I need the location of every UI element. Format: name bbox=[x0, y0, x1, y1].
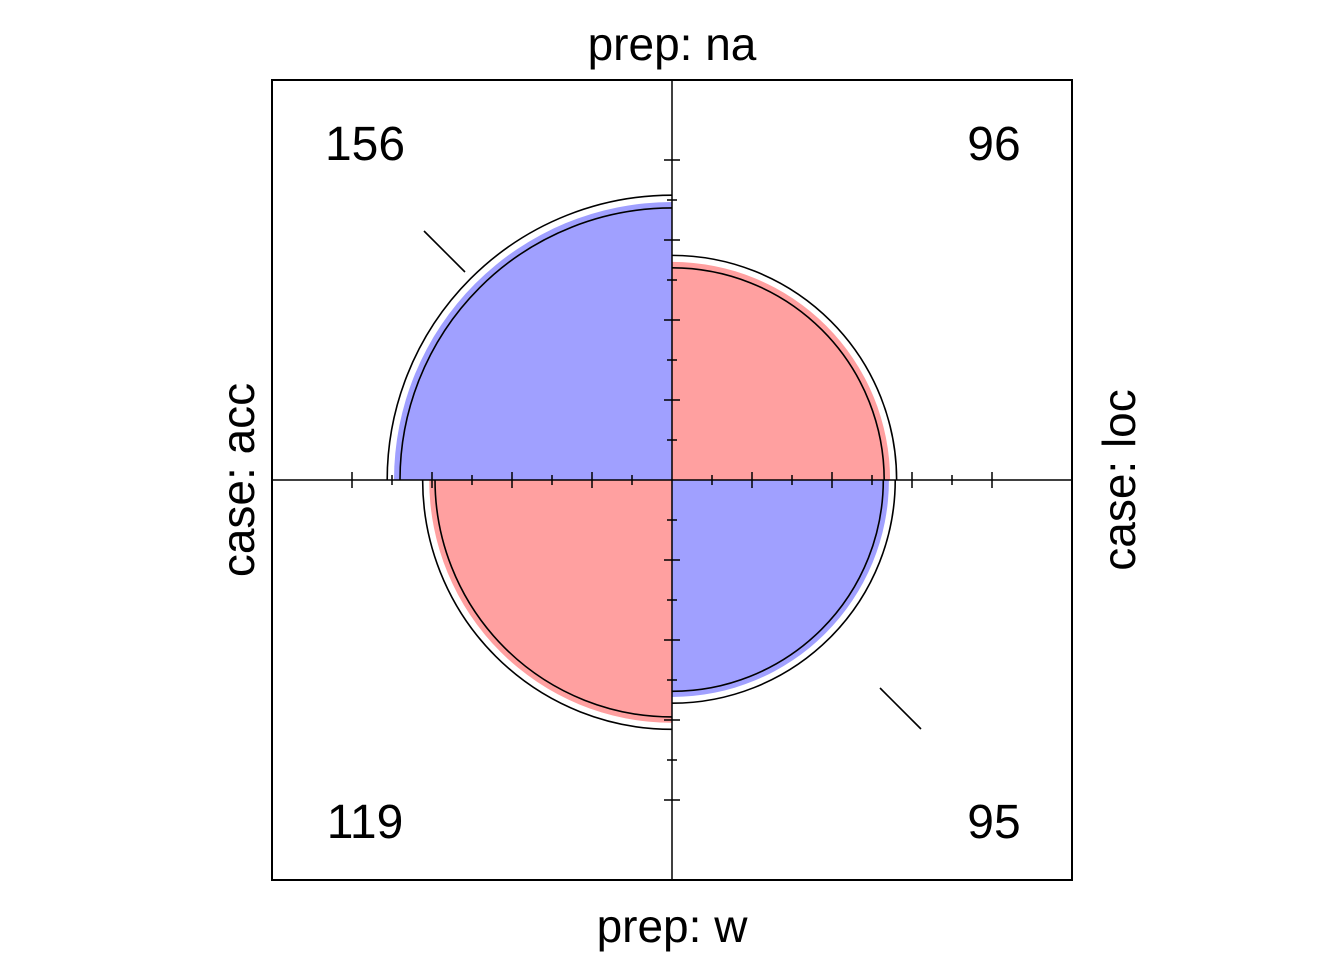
ring-top-left-outer bbox=[386, 194, 673, 481]
label-bottom: prep: w bbox=[597, 900, 749, 952]
quadrant-bottom-left bbox=[429, 480, 672, 723]
quadrant-group bbox=[394, 202, 891, 723]
confidence-ring-group bbox=[386, 194, 898, 731]
diagonal-marker-bottom-right bbox=[879, 687, 922, 730]
count-top-right: 96 bbox=[967, 118, 1020, 171]
ring-top-right-outer bbox=[671, 254, 898, 481]
ring-bottom-left-inner bbox=[434, 479, 673, 718]
quadrant-bottom-right bbox=[672, 480, 889, 697]
quadrant-top-right bbox=[672, 261, 891, 480]
label-top: prep: na bbox=[588, 18, 757, 70]
tick-group bbox=[351, 159, 993, 801]
ring-top-left-inner bbox=[399, 207, 673, 481]
label-left: case: acc bbox=[212, 383, 264, 577]
ring-top-right-inner bbox=[671, 267, 885, 481]
diagonal-marker-group bbox=[423, 230, 922, 730]
ring-bottom-left-outer bbox=[421, 479, 673, 731]
ring-bottom-right-outer bbox=[671, 479, 897, 705]
count-top-left: 156 bbox=[325, 118, 405, 171]
label-right: case: loc bbox=[1093, 389, 1145, 571]
count-bottom-right: 95 bbox=[967, 796, 1020, 849]
ring-bottom-right-inner bbox=[671, 479, 885, 693]
diagonal-marker-top-left bbox=[423, 230, 466, 273]
quadrant-top-left bbox=[394, 202, 672, 480]
count-bottom-left: 119 bbox=[327, 796, 404, 849]
